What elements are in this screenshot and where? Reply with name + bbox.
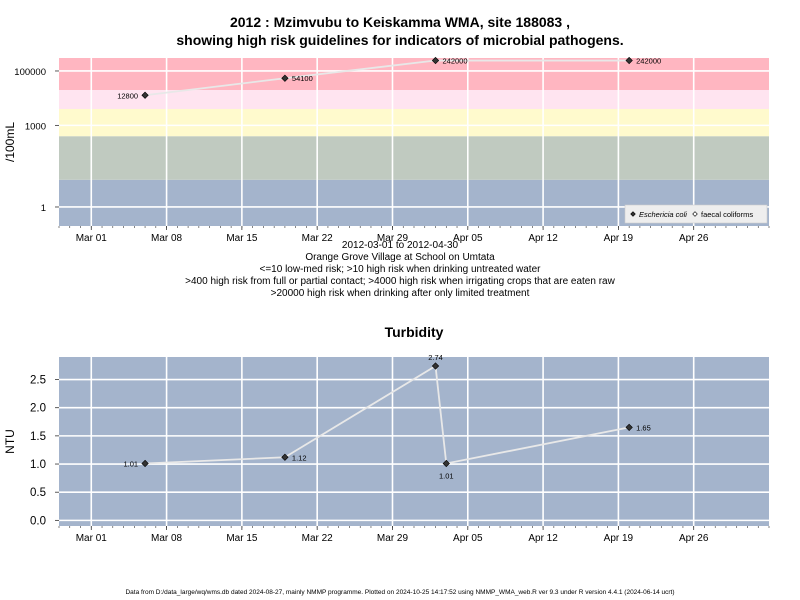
y-axis-label: /100mL bbox=[3, 122, 17, 162]
footer-note: Data from D:/data_large/wq/wms.db dated … bbox=[125, 589, 675, 596]
x-tick-label: Apr 05 bbox=[453, 233, 483, 244]
y-tick-label: 0.0 bbox=[30, 515, 46, 527]
risk-band bbox=[59, 136, 769, 180]
data-label: 1.12 bbox=[292, 453, 307, 462]
x-tick-label: Mar 01 bbox=[76, 533, 108, 544]
data-point bbox=[281, 453, 289, 461]
x-tick-label: Apr 12 bbox=[528, 533, 558, 544]
x-tick-label: Mar 29 bbox=[377, 533, 409, 544]
data-point bbox=[625, 56, 633, 65]
x-tick-label: Apr 12 bbox=[528, 233, 558, 244]
x-tick-label: Apr 26 bbox=[679, 233, 709, 244]
x-tick-label: Apr 05 bbox=[453, 533, 483, 544]
panel-title: Turbidity bbox=[385, 324, 444, 340]
x-tick-label: Mar 22 bbox=[302, 533, 334, 544]
y-tick-label: 2.5 bbox=[30, 375, 46, 387]
chart-title-line2: showing high risk guidelines for indicat… bbox=[176, 32, 624, 48]
plot-background bbox=[59, 357, 769, 526]
x-tick-label: Mar 08 bbox=[151, 233, 183, 244]
date-range-annotation: 2012-03-01 to 2012-04-30 bbox=[341, 240, 459, 251]
data-label: 12800 bbox=[117, 91, 138, 100]
legend-label: faecal coliforms bbox=[701, 210, 753, 219]
data-point bbox=[431, 362, 440, 370]
y-axis-label: NTU bbox=[3, 429, 17, 454]
data-label: 1.01 bbox=[439, 471, 454, 480]
data-label: 242000 bbox=[443, 57, 468, 66]
risk-band bbox=[59, 109, 769, 137]
x-tick-label: Apr 19 bbox=[604, 533, 634, 544]
y-tick-label: 0.5 bbox=[30, 487, 46, 499]
data-point bbox=[442, 459, 450, 468]
x-tick-label: Mar 29 bbox=[377, 233, 409, 244]
x-tick-label: Apr 26 bbox=[679, 533, 709, 544]
data-label: 2.74 bbox=[428, 353, 443, 362]
legend-label: Eschericia coli bbox=[639, 210, 687, 219]
data-label: 242000 bbox=[636, 57, 661, 66]
data-point bbox=[625, 423, 633, 432]
data-label: 1.01 bbox=[123, 459, 138, 468]
risk-band bbox=[59, 89, 769, 110]
risk-note-3: >20000 high risk when drinking after onl… bbox=[270, 288, 530, 299]
data-point bbox=[141, 459, 149, 468]
data-point bbox=[141, 91, 149, 99]
x-tick-label: Mar 15 bbox=[226, 233, 258, 244]
site-annotation: Orange Grove Village at School on Umtata bbox=[305, 252, 495, 263]
data-label: 54100 bbox=[292, 74, 313, 83]
series-line bbox=[144, 59, 630, 97]
x-tick-label: Apr 19 bbox=[604, 233, 634, 244]
x-tick-label: Mar 01 bbox=[76, 233, 108, 244]
risk-note-1: <=10 low-med risk; >10 high risk when dr… bbox=[259, 264, 541, 275]
open-diamond-icon bbox=[692, 211, 698, 217]
data-point bbox=[281, 74, 289, 82]
x-tick-label: Mar 08 bbox=[151, 533, 183, 544]
y-tick-label: 1.5 bbox=[30, 431, 46, 443]
chart-title-line1: 2012 : Mzimvubu to Keiskamma WMA, site 1… bbox=[229, 14, 570, 30]
x-tick-label: Mar 22 bbox=[302, 233, 334, 244]
y-tick-label: 1000 bbox=[25, 121, 46, 132]
y-tick-label: 100000 bbox=[14, 67, 46, 78]
data-point bbox=[431, 56, 440, 65]
x-tick-label: Mar 15 bbox=[226, 533, 258, 544]
data-label: 1.65 bbox=[636, 423, 651, 432]
risk-note-2: >400 high risk from full or partial cont… bbox=[185, 276, 615, 287]
y-tick-label: 1 bbox=[41, 203, 46, 214]
y-tick-label: 2.0 bbox=[30, 403, 46, 415]
y-tick-label: 1.0 bbox=[30, 459, 46, 471]
filled-diamond-icon bbox=[630, 211, 636, 217]
